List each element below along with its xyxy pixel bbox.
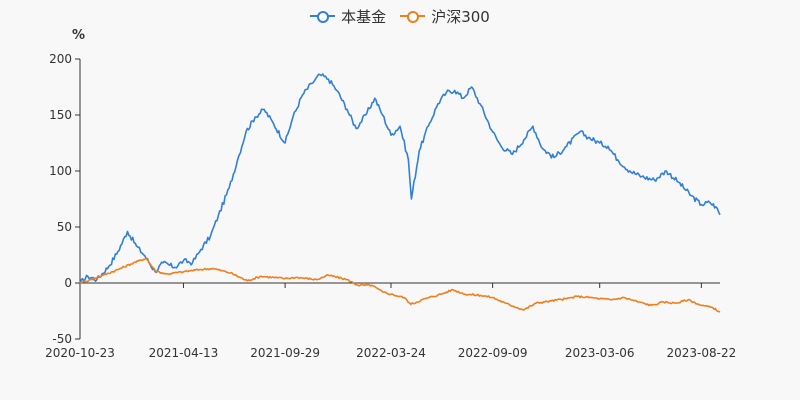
x-tick-label: 2022-03-24 [356, 346, 426, 360]
series-layer [79, 73, 721, 313]
series-line-index [79, 257, 721, 313]
x-tick-label: 2020-10-23 [45, 346, 115, 360]
y-tick-label: 150 [49, 108, 72, 122]
y-tick-label: -50 [52, 332, 72, 346]
y-tick-label: 0 [64, 276, 72, 290]
x-tick-label: 2023-03-06 [565, 346, 635, 360]
x-tick-label: 2021-09-29 [250, 346, 320, 360]
x-tick-label: 2022-09-09 [458, 346, 528, 360]
y-tick-label: 50 [57, 220, 72, 234]
chart-legend: 本基金 沪深300 [0, 4, 800, 28]
legend-swatch-fund [310, 9, 336, 23]
legend-item-index[interactable]: 沪深300 [400, 6, 490, 27]
legend-item-fund[interactable]: 本基金 [310, 6, 386, 27]
y-axis-unit: % [72, 28, 86, 43]
series-line-fund [79, 73, 721, 284]
legend-label-fund: 本基金 [341, 7, 387, 26]
chart-axes: -50 0 50 100 150 200 2020-10-23 2021-04-13 2021-… [45, 52, 736, 360]
y-tick-label: 100 [49, 164, 72, 178]
x-tick-label: 2021-04-13 [149, 346, 219, 360]
legend-swatch-index [400, 9, 426, 23]
y-tick-label: 200 [49, 52, 72, 66]
x-tick-label: 2023-08-22 [666, 346, 736, 360]
legend-label-index: 沪深300 [431, 7, 490, 26]
